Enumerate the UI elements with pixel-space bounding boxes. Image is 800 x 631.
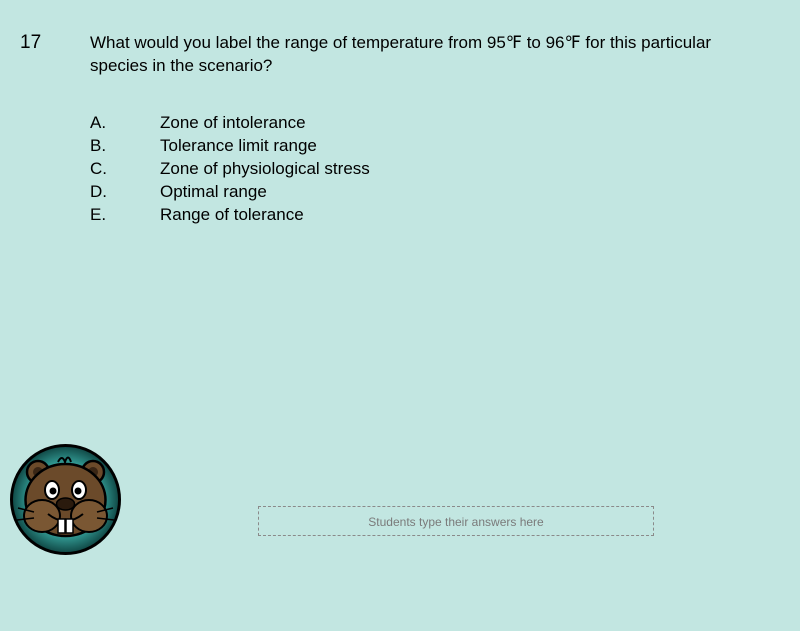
option-row: D. Optimal range (90, 181, 370, 204)
option-text: Zone of intolerance (160, 112, 306, 135)
option-text: Range of tolerance (160, 204, 304, 227)
answer-input[interactable]: Students type their answers here (258, 506, 654, 536)
option-row: B. Tolerance limit range (90, 135, 370, 158)
option-text: Optimal range (160, 181, 267, 204)
question-number: 17 (20, 32, 41, 54)
option-row: C. Zone of physiological stress (90, 158, 370, 181)
option-letter: D. (90, 181, 160, 204)
beaver-mascot-icon (8, 442, 123, 557)
option-letter: A. (90, 112, 160, 135)
option-letter: C. (90, 158, 160, 181)
option-text: Zone of physiological stress (160, 158, 370, 181)
answer-placeholder: Students type their answers here (368, 515, 543, 529)
question-text: What would you label the range of temper… (90, 32, 770, 78)
option-row: A. Zone of intolerance (90, 112, 370, 135)
option-letter: B. (90, 135, 160, 158)
option-row: E. Range of tolerance (90, 204, 370, 227)
option-text: Tolerance limit range (160, 135, 317, 158)
options-list: A. Zone of intolerance B. Tolerance limi… (90, 112, 370, 227)
option-letter: E. (90, 204, 160, 227)
